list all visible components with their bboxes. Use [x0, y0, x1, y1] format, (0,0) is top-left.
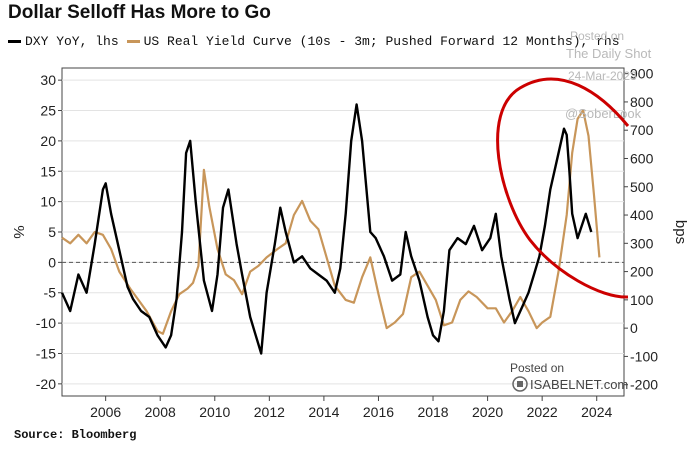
left-tick-label: -5 — [44, 285, 57, 301]
x-tick-label: 2010 — [199, 404, 230, 420]
x-tick-label: 2016 — [363, 404, 394, 420]
right-tick-label: 500 — [630, 179, 654, 195]
right-tick-label: 300 — [630, 235, 654, 251]
isabelnet-label: ISABELNET.com — [530, 377, 628, 392]
legend-label-curve: US Real Yield Curve (10s - 3m; Pushed Fo… — [143, 34, 620, 49]
legend: DXY YoY, lhs US Real Yield Curve (10s - … — [8, 34, 620, 49]
source-label: Source: Bloomberg — [14, 428, 137, 442]
legend-swatch-dxy — [8, 40, 21, 43]
x-tick-label: 2018 — [417, 404, 448, 420]
right-axis-title: bps — [672, 220, 689, 244]
watermark-date: 24-Mar-2023 — [568, 69, 637, 83]
left-tick-label: 30 — [40, 72, 56, 88]
series-line-real-yield-curve — [61, 109, 601, 335]
watermark-handle: @SoberLook — [565, 106, 642, 121]
right-tick-label: -200 — [630, 377, 658, 393]
right-tick-label: 400 — [630, 207, 654, 223]
isabelnet-logo-icon — [512, 376, 528, 392]
left-tick-label: 0 — [48, 254, 56, 270]
legend-label-dxy: DXY YoY, lhs — [25, 34, 119, 49]
right-tick-label: 0 — [630, 320, 638, 336]
x-tick-label: 2008 — [145, 404, 176, 420]
right-tick-label: 700 — [630, 122, 654, 138]
right-tick-label: 100 — [630, 292, 654, 308]
watermark-posted-on: Posted on — [570, 29, 624, 43]
left-tick-label: 20 — [40, 133, 56, 149]
right-tick-label: 800 — [630, 94, 654, 110]
x-tick-label: 2014 — [308, 404, 339, 420]
x-tick-label: 2024 — [581, 404, 612, 420]
left-axis-title: % — [10, 225, 27, 238]
right-tick-label: 600 — [630, 150, 654, 166]
x-tick-label: 2022 — [527, 404, 558, 420]
x-tick-label: 2012 — [254, 404, 285, 420]
right-tick-label: 200 — [630, 264, 654, 280]
chart-title: Dollar Selloff Has More to Go — [8, 2, 271, 23]
left-tick-label: 10 — [40, 194, 56, 210]
left-tick-label: -15 — [36, 345, 56, 361]
right-tick-label: 900 — [630, 66, 654, 82]
watermark-daily-shot: The Daily Shot — [566, 46, 652, 61]
left-tick-label: -20 — [36, 376, 56, 392]
annotation-arc — [496, 77, 630, 299]
left-tick-label: -10 — [36, 315, 56, 331]
legend-swatch-curve — [126, 40, 140, 43]
series-line-dxy — [60, 103, 593, 355]
posted-on-label: Posted on — [510, 361, 564, 375]
left-tick-label: 25 — [40, 103, 56, 119]
right-tick-label: -100 — [630, 348, 658, 364]
x-tick-label: 2020 — [472, 404, 503, 420]
x-tick-label: 2006 — [90, 404, 121, 420]
left-tick-label: 15 — [40, 163, 56, 179]
left-tick-label: 5 — [48, 224, 56, 240]
